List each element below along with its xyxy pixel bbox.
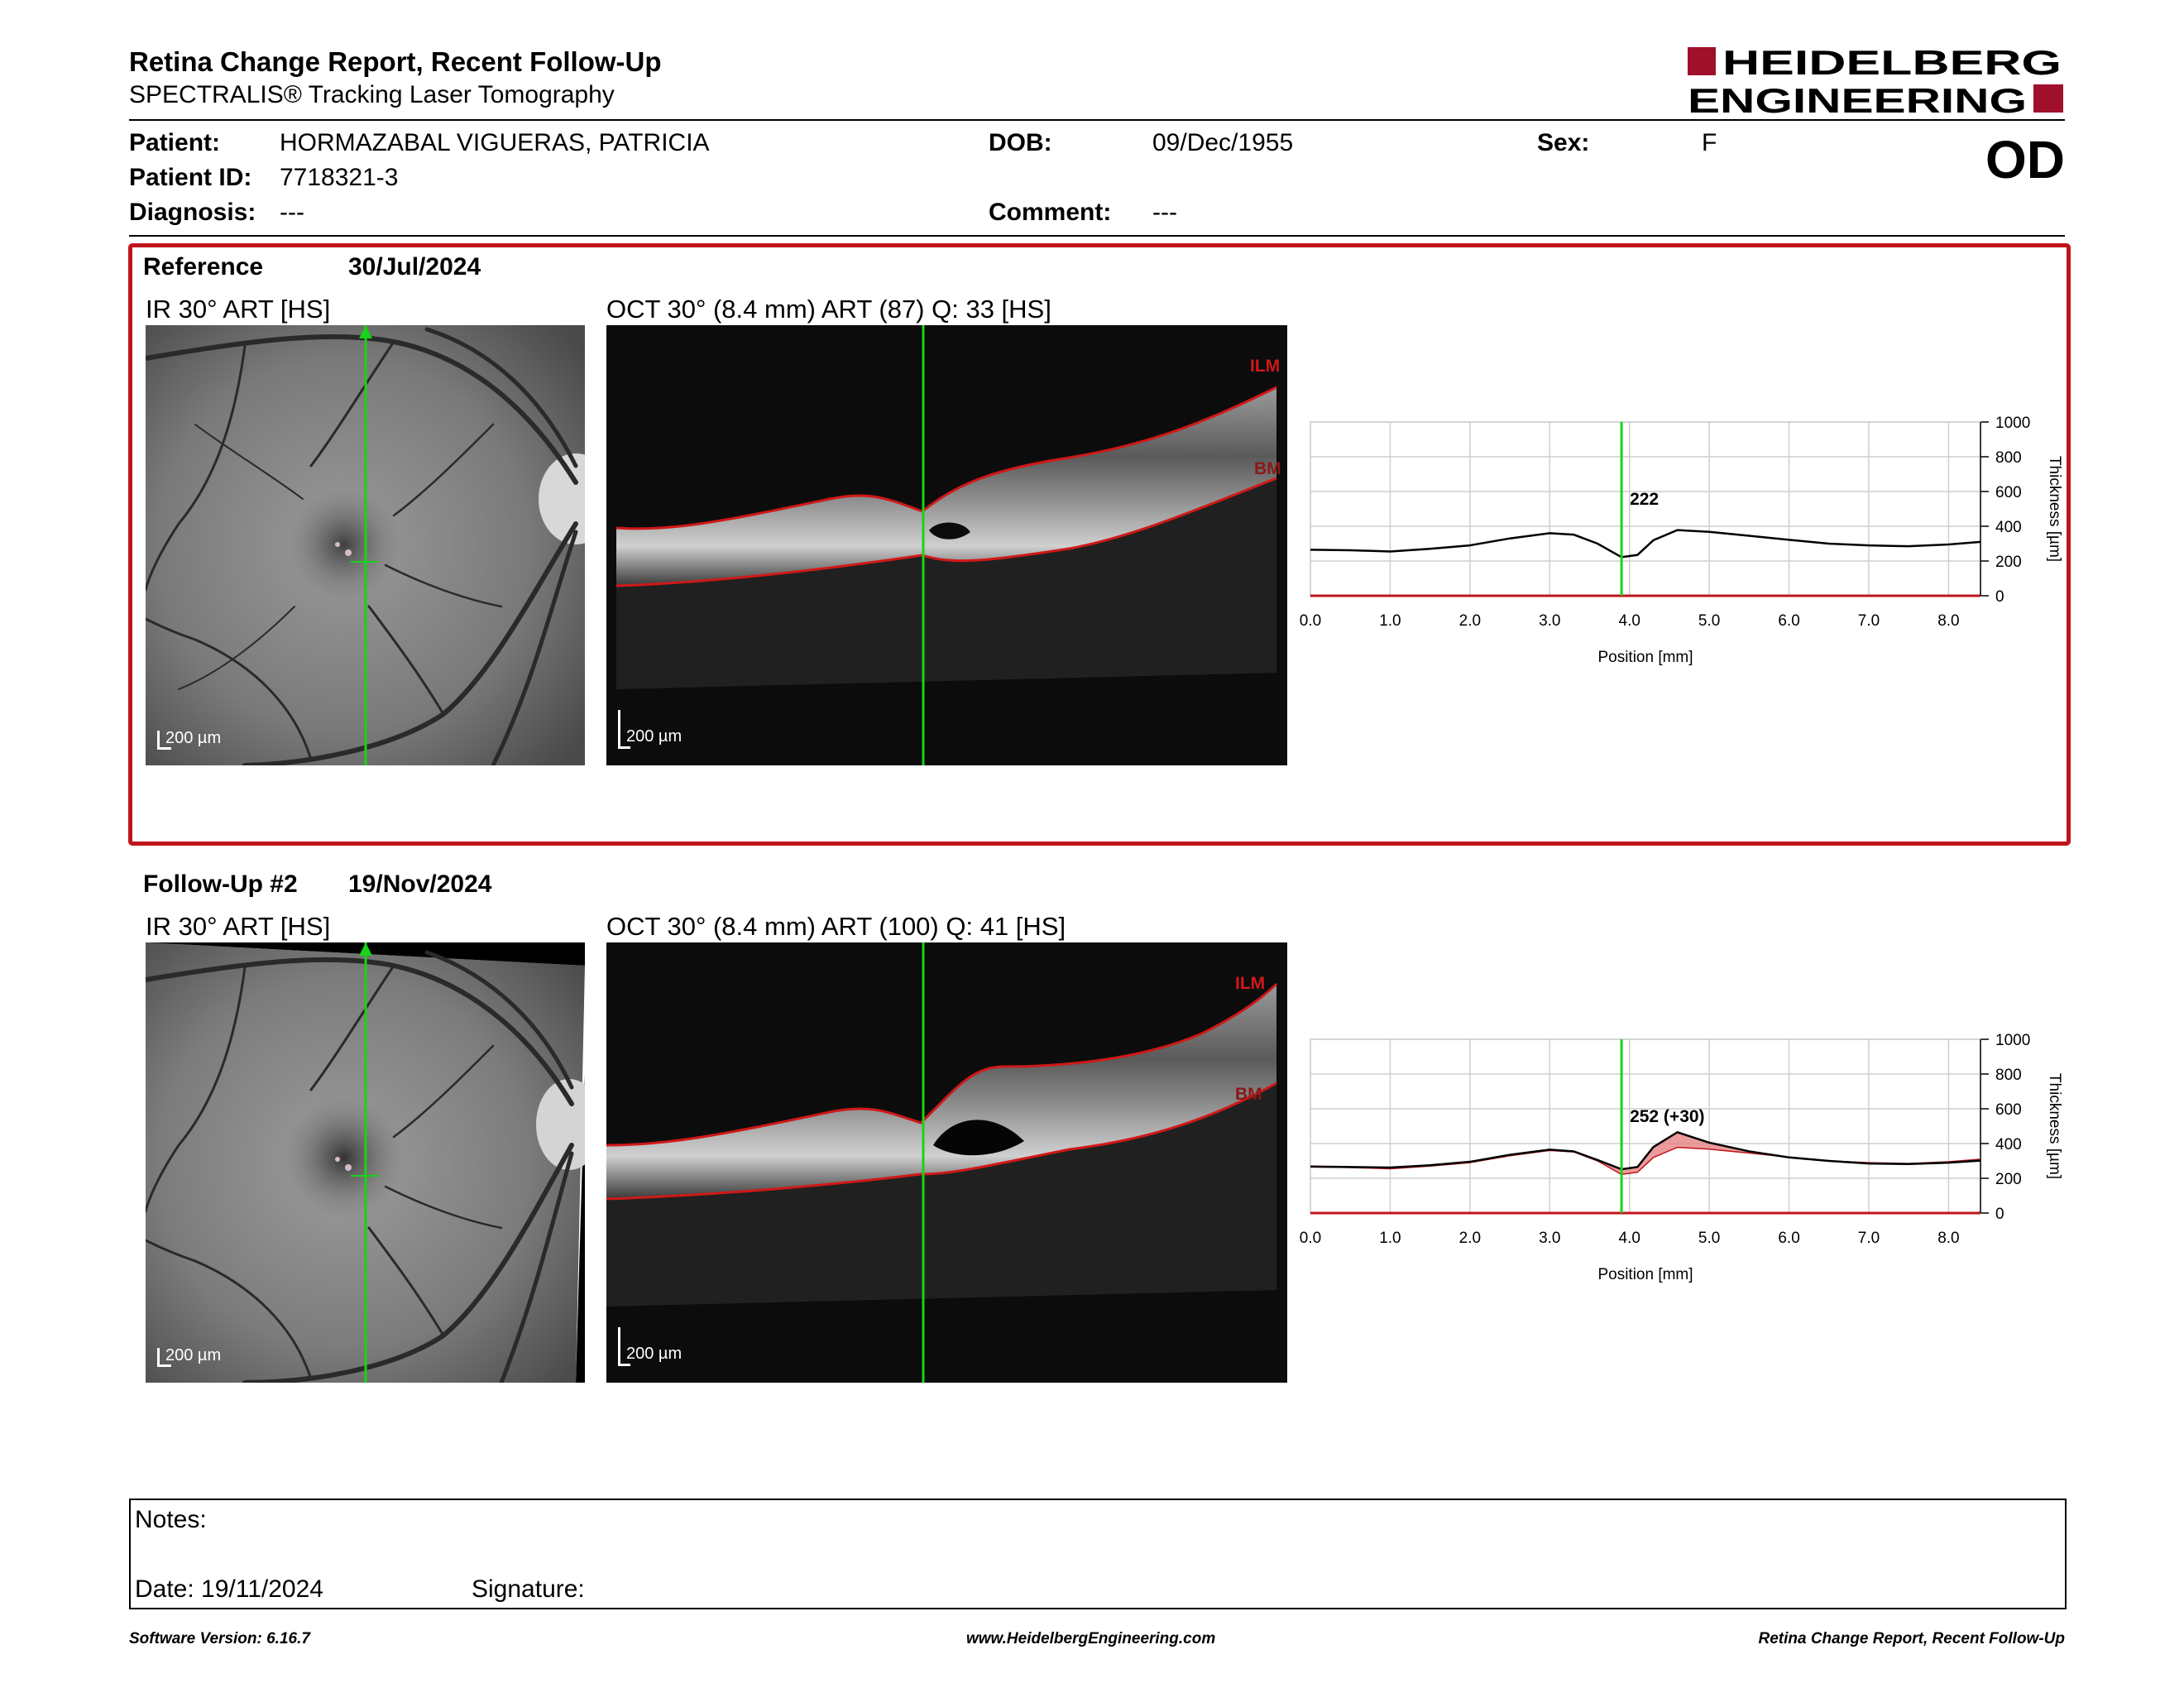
reference-ir-image: 200 µm: [146, 325, 585, 765]
patient-divider: [129, 235, 2065, 237]
reference-bm-label: BM: [1254, 459, 1281, 478]
x-tick-label: 0.0: [1300, 1230, 1321, 1247]
y-tick-label: 600: [1995, 1101, 2022, 1119]
scale-bar-icon: [157, 1348, 171, 1367]
dob-value: 09/Dec/1955: [1152, 129, 1294, 156]
plot-frame: [1310, 1038, 1981, 1214]
followup-oct-caption: OCT 30° (8.4 mm) ART (100) Q: 41 [HS]: [606, 912, 1066, 941]
x-tick-label: 1.0: [1379, 1230, 1401, 1247]
x-tick-label: 6.0: [1778, 1230, 1799, 1247]
y-tick-label: 1000: [1995, 1032, 2030, 1049]
x-tick-label: 1.0: [1379, 612, 1401, 630]
x-axis-label: Position [mm]: [1597, 1266, 1693, 1283]
patient-id: 7718321-3: [280, 164, 399, 191]
report-subtitle: SPECTRALIS® Tracking Laser Tomography: [129, 81, 615, 108]
footer-software-version: Software Version: 6.16.7: [129, 1630, 310, 1647]
sex-label: Sex:: [1537, 129, 1590, 156]
y-tick-label: 1000: [1995, 415, 2030, 432]
followup-label: Follow-Up #2: [143, 870, 298, 898]
thickness-line: [1310, 1130, 1981, 1171]
followup-ir-image: 200 µm: [146, 942, 585, 1383]
y-axis-label: Thickness [µm]: [2046, 1073, 2063, 1179]
diagnosis-value: ---: [280, 199, 304, 226]
signature-label: Signature:: [472, 1575, 585, 1603]
thickness-change-area: [1310, 1132, 1980, 1175]
y-tick-label: 800: [1995, 1067, 2022, 1084]
reference-ir-caption: IR 30° ART [HS]: [146, 295, 331, 324]
x-tick-label: 0.0: [1300, 612, 1321, 630]
x-axis-label: Position [mm]: [1597, 649, 1693, 666]
followup-ir-caption: IR 30° ART [HS]: [146, 912, 331, 941]
cursor-value-label: 222: [1630, 490, 1659, 509]
patient-id-label: Patient ID:: [129, 164, 252, 191]
followup-bm-label: BM: [1235, 1085, 1262, 1104]
cursor-value-label: 252 (+30): [1630, 1107, 1704, 1126]
x-tick-label: 8.0: [1937, 612, 1959, 630]
x-tick-label: 4.0: [1619, 1230, 1640, 1247]
logo-line-1: HEIDELBERG: [1722, 45, 2062, 82]
footer-website[interactable]: www.HeidelbergEngineering.com: [966, 1630, 1216, 1647]
heidelberg-logo: HEIDELBERG ENGINEERING: [1688, 45, 2063, 116]
followup-ilm-label: ILM: [1235, 974, 1266, 993]
logo-square-top: [1688, 47, 1716, 75]
reference-oct-scale: 200 µm: [626, 727, 682, 746]
followup-date: 19/Nov/2024: [348, 870, 492, 898]
x-tick-label: 8.0: [1937, 1230, 1959, 1247]
x-tick-label: 5.0: [1698, 1230, 1720, 1247]
followup-thickness-chart: 0.0 1.0 2.0 3.0 4.0 5.0 6.0 7.0 8.0 0 200 400 600 800…: [1300, 1032, 2063, 1283]
followup-oct-scale: 200 µm: [626, 1345, 682, 1363]
logo-square-bottom: [2033, 84, 2063, 113]
reference-thickness-chart: 0.0 1.0 2.0 3.0 4.0 5.0 6.0 7.0 8.0 0 200 400 600 800…: [1300, 415, 2063, 666]
reference-oct-image: ILM BM 200 µm: [606, 325, 1287, 765]
y-tick-label: 200: [1995, 1171, 2022, 1188]
x-tick-label: 2.0: [1459, 612, 1481, 630]
x-tick-label: 5.0: [1698, 612, 1720, 630]
followup-ir-scale: 200 µm: [165, 1346, 222, 1364]
x-tick-label: 7.0: [1858, 1230, 1880, 1247]
y-tick-label: 0: [1995, 1206, 2004, 1223]
sex-value: F: [1702, 129, 1717, 156]
scale-bar-icon: [618, 710, 630, 749]
reference-ilm-label: ILM: [1250, 357, 1281, 376]
x-tick-label: 2.0: [1459, 1230, 1481, 1247]
notes-box[interactable]: [129, 1499, 2067, 1609]
x-tick-label: 3.0: [1539, 1230, 1560, 1247]
y-tick-label: 0: [1995, 588, 2004, 606]
reference-label: Reference: [143, 253, 264, 281]
reference-oct-caption: OCT 30° (8.4 mm) ART (87) Q: 33 [HS]: [606, 295, 1051, 324]
report-title: Retina Change Report, Recent Follow-Up: [129, 46, 662, 77]
notes-label: Notes:: [135, 1506, 207, 1533]
reference-frame: [128, 243, 2071, 846]
x-tick-label: 7.0: [1858, 612, 1880, 630]
diagnosis-label: Diagnosis:: [129, 199, 256, 226]
comment-value: ---: [1152, 199, 1177, 226]
y-tick-label: 600: [1995, 484, 2022, 501]
y-tick-label: 200: [1995, 554, 2022, 571]
logo-line-2: ENGINEERING: [1688, 81, 2027, 116]
x-tick-label: 6.0: [1778, 612, 1799, 630]
x-tick-label: 3.0: [1539, 612, 1560, 630]
x-tick-label: 4.0: [1619, 612, 1640, 630]
y-tick-label: 400: [1995, 519, 2022, 536]
footer-report-name: Retina Change Report, Recent Follow-Up: [1758, 1630, 2065, 1647]
reference-ir-scale: 200 µm: [165, 729, 222, 747]
notes-date: Date: 19/11/2024: [135, 1575, 323, 1603]
thickness-line: [1310, 529, 1981, 559]
patient-name: HORMAZABAL VIGUERAS, PATRICIA: [280, 129, 710, 156]
plot-frame: [1310, 421, 1981, 597]
eye-indicator: OD: [1985, 130, 2065, 189]
y-tick-label: 400: [1995, 1136, 2022, 1153]
y-tick-label: 800: [1995, 449, 2022, 467]
reference-date: 30/Jul/2024: [348, 253, 481, 281]
patient-label: Patient:: [129, 129, 221, 156]
scale-bar-icon: [157, 731, 171, 750]
dob-label: DOB:: [989, 129, 1052, 156]
y-axis-label: Thickness [µm]: [2046, 456, 2063, 562]
comment-label: Comment:: [989, 199, 1112, 226]
scale-bar-icon: [618, 1327, 630, 1366]
header-divider: [129, 119, 2065, 121]
followup-oct-image: ILM BM 200 µm: [606, 942, 1287, 1383]
